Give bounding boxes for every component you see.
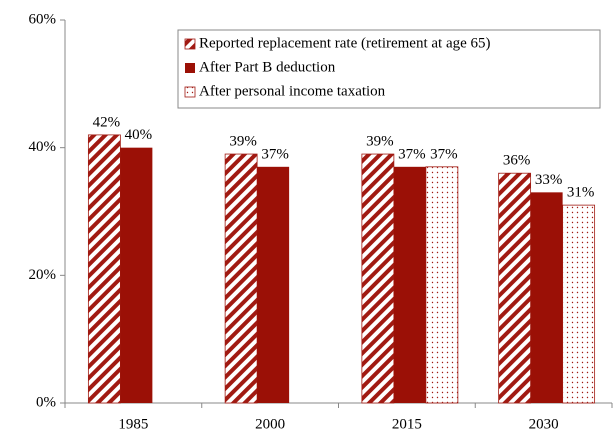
legend-box xyxy=(177,29,601,109)
legend-swatch xyxy=(184,38,196,50)
data-label: 37% xyxy=(398,146,426,162)
y-tick-label: 20% xyxy=(29,267,57,283)
legend-swatch xyxy=(184,86,196,98)
y-tick-label: 0% xyxy=(36,394,56,410)
data-label: 42% xyxy=(93,114,121,130)
data-label: 31% xyxy=(567,185,595,201)
bar xyxy=(530,192,563,403)
data-label: 39% xyxy=(366,133,394,149)
bar xyxy=(425,166,459,404)
data-label: 36% xyxy=(503,153,531,169)
bar xyxy=(120,147,153,403)
bar xyxy=(87,134,121,404)
bar xyxy=(257,166,290,403)
y-tick-label: 40% xyxy=(29,139,57,155)
data-label: 33% xyxy=(535,172,563,188)
x-tick-label: 1985 xyxy=(118,416,148,432)
legend-swatch xyxy=(185,63,195,73)
x-tick-label: 2015 xyxy=(392,416,422,432)
legend-label: After personal income taxation xyxy=(199,83,386,99)
bar xyxy=(562,204,596,404)
bar xyxy=(393,166,426,403)
bar xyxy=(361,153,395,404)
legend-label: After Part B deduction xyxy=(199,59,336,75)
bar xyxy=(498,172,532,404)
data-label: 39% xyxy=(229,133,257,149)
x-tick-label: 2000 xyxy=(255,416,285,432)
x-tick-label: 2030 xyxy=(529,416,559,432)
data-label: 40% xyxy=(125,127,153,143)
bar xyxy=(224,153,258,404)
legend-label: Reported replacement rate (retirement at… xyxy=(199,35,491,51)
data-label: 37% xyxy=(261,146,289,162)
y-tick-label: 60% xyxy=(29,11,57,27)
data-label: 37% xyxy=(430,146,458,162)
